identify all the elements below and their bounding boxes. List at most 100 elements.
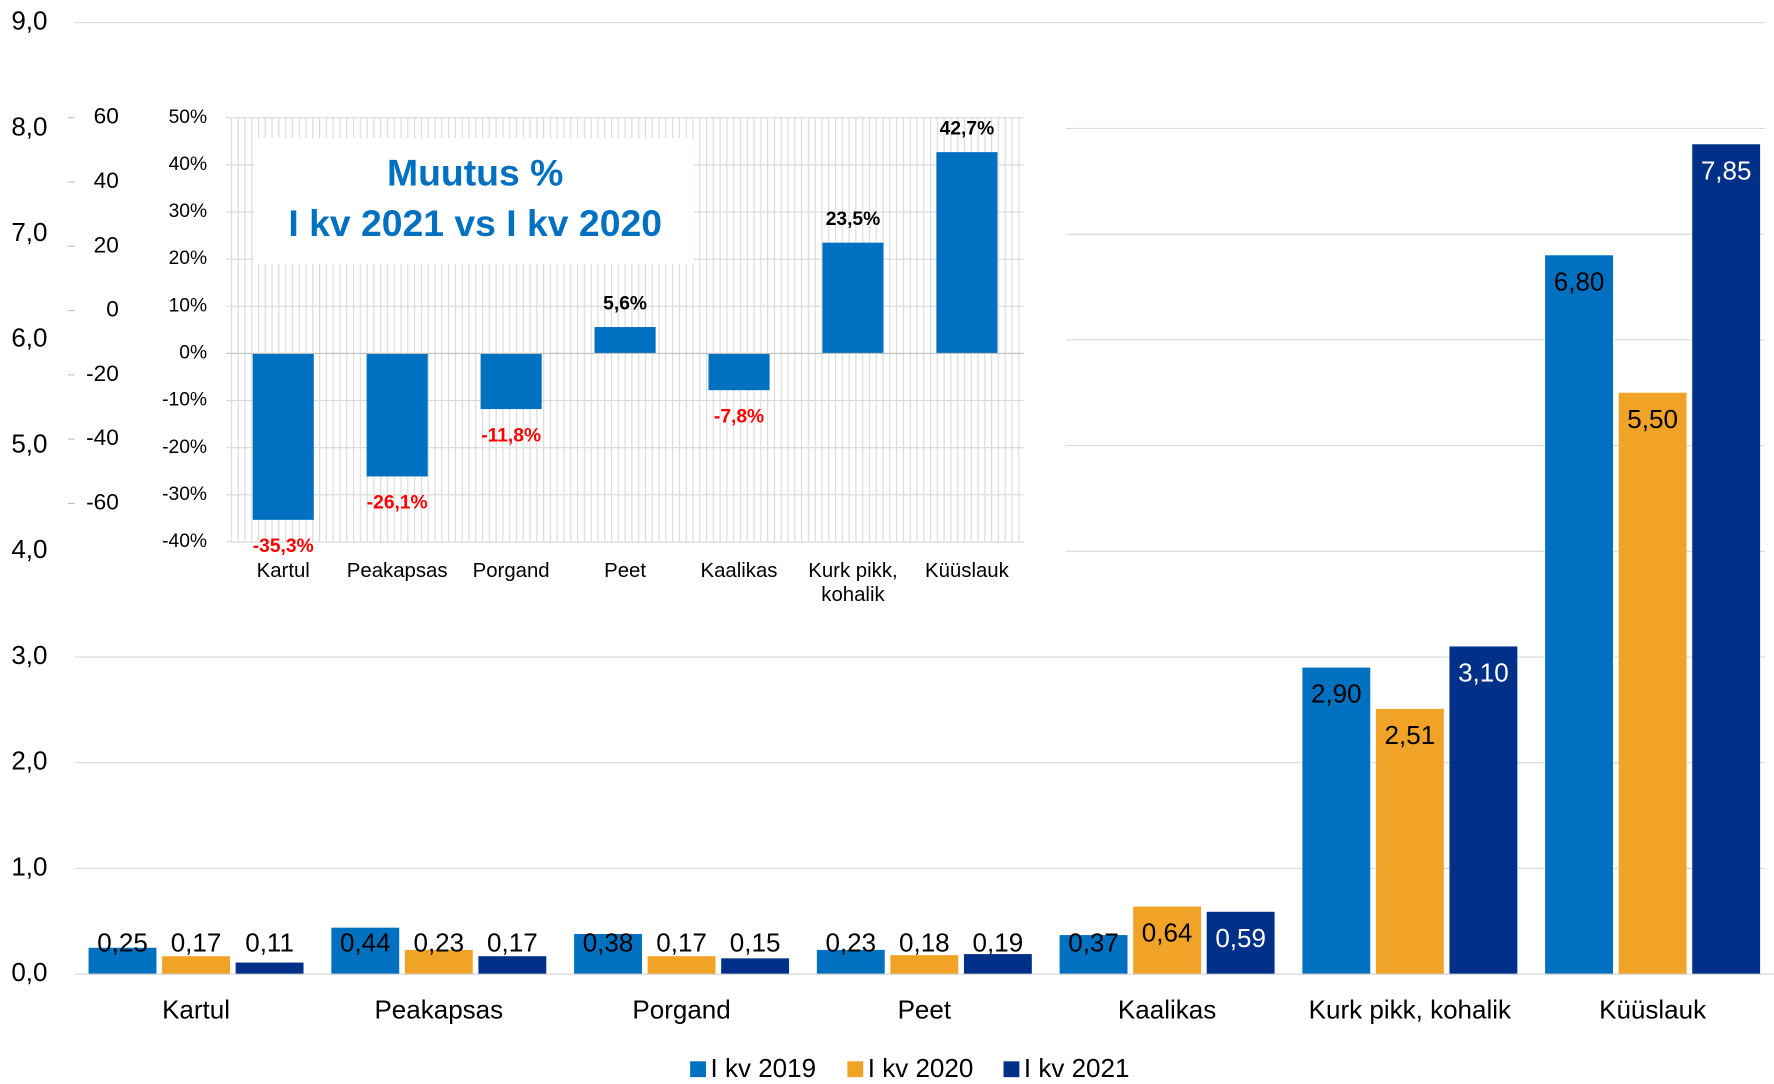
y-tick-label: 3,0 [11, 640, 47, 670]
legend-swatch [1003, 1061, 1020, 1078]
value-label: -26,1% [367, 493, 428, 514]
y-tick-label: -20% [162, 437, 207, 458]
bar [162, 956, 230, 975]
bar [1133, 906, 1202, 975]
bar [1375, 708, 1444, 975]
value-label: 0,64 [1142, 918, 1193, 948]
y2-tick-label: 20 [94, 232, 119, 257]
legend-swatch [690, 1061, 706, 1078]
x-tick-label: Kaalikas [1118, 994, 1216, 1024]
bar [366, 353, 428, 477]
x-tick-label: Peakapsas [346, 558, 448, 582]
y-tick-label: 10% [169, 295, 207, 316]
value-label: 42,7% [940, 119, 995, 140]
legend-label: I kv 2021 [1024, 1053, 1130, 1083]
bar [1545, 255, 1614, 975]
value-label: -7,8% [714, 406, 764, 427]
x-tick-label: Küüslauk [925, 558, 1009, 582]
value-label: 0,18 [899, 928, 950, 958]
value-label: -11,8% [481, 425, 541, 446]
value-label: 0,38 [583, 928, 634, 958]
value-label: 0,17 [171, 928, 222, 958]
inset-title: Muutus % [387, 151, 563, 193]
legend-label: I kv 2020 [868, 1053, 974, 1083]
bar [936, 152, 998, 354]
y-tick-label: -30% [162, 484, 207, 505]
value-label: 5,6% [603, 293, 647, 314]
value-label: 6,80 [1554, 266, 1605, 296]
y-tick-label: 4,0 [11, 534, 47, 564]
x-tick-label-box: Kaalikas [700, 558, 778, 582]
x-tick-label: Kartul [162, 994, 230, 1024]
inset-title: I kv 2021 vs I kv 2020 [288, 202, 662, 244]
value-label: 0,15 [730, 928, 781, 958]
y-tick-label: 2,0 [11, 746, 47, 776]
bar [331, 927, 400, 975]
bar [708, 353, 770, 391]
y-tick-label: 0% [179, 343, 207, 364]
value-label: 0,23 [825, 928, 876, 958]
bar [816, 949, 885, 975]
y-tick-label: 0,0 [11, 957, 47, 987]
y-tick-label: -40% [162, 531, 207, 552]
main-chart: 0,0 1,0 2,0 3,0 4,0 5,0 6,0 7,0 8,0 9,0 Kartul 0,25… [11, 6, 1774, 1083]
bar [252, 353, 314, 520]
x-tick-label-box: Küüslauk [925, 558, 1009, 582]
y-tick-label: 1,0 [11, 851, 47, 881]
x-tick-label: Küüslauk [1599, 994, 1707, 1024]
y-tick-label: 6,0 [11, 323, 47, 353]
y-tick-label: 5,0 [11, 428, 47, 458]
value-label: -35,3% [253, 536, 314, 557]
x-tick-label: Porgand [632, 994, 730, 1024]
y2-tick-label: 0 [106, 297, 119, 322]
value-label: 23,5% [826, 209, 881, 230]
value-label: 0,19 [973, 928, 1024, 958]
bar [1692, 144, 1761, 975]
inset-chart: -40% -30% -20% -10% 0% 10% 20% 30% 40% 50% -60 -40 -… [67, 101, 1066, 617]
y2-tick-label: -20 [86, 361, 119, 386]
bar [88, 947, 157, 975]
bar [1302, 667, 1371, 975]
bar [594, 327, 656, 354]
value-label: 0,37 [1068, 928, 1119, 958]
x-tick-label-box: Kurk pikk, kohalik [808, 558, 898, 606]
y-tick-label: 30% [169, 201, 207, 222]
y-tick-label: 40% [169, 154, 207, 175]
bar [1059, 935, 1128, 975]
y2-tick-label: -60 [86, 489, 119, 514]
value-label: 2,90 [1311, 679, 1362, 709]
x-tick-label: Kurk pikk, kohalik [1309, 994, 1512, 1024]
value-label: 0,44 [340, 928, 391, 958]
y-tick-label: -10% [162, 390, 207, 411]
bar [480, 353, 542, 410]
bar [890, 955, 959, 975]
bar [1449, 646, 1518, 975]
y2-tick-label: -40 [86, 425, 119, 450]
bar [721, 958, 790, 975]
x-tick-label-box: Peet [604, 559, 646, 582]
bar [404, 949, 473, 975]
y2-tick-label: 40 [94, 168, 119, 193]
y-tick-label: 20% [169, 248, 207, 269]
x-tick-label: Kartul [256, 558, 310, 582]
x-tick-label: Peakapsas [374, 994, 503, 1024]
x-tick-label-box: Kartul [256, 558, 310, 582]
x-tick-label: Kurk pikk, kohalik [808, 558, 898, 606]
x-tick-label: Porgand [472, 558, 550, 582]
bar [574, 934, 642, 975]
x-tick-label: Peet [898, 994, 952, 1024]
y-tick-label: 9,0 [11, 6, 47, 36]
value-label: 0,25 [97, 928, 148, 958]
value-label: 2,51 [1385, 720, 1436, 750]
legend-swatch [847, 1061, 864, 1078]
value-label: 3,10 [1458, 658, 1509, 688]
value-label: 0,23 [413, 928, 464, 958]
y-tick-label: 7,0 [11, 217, 47, 247]
value-label: 0,17 [487, 928, 538, 958]
x-tick-label: Kaalikas [700, 558, 778, 582]
value-label: 0,59 [1215, 923, 1266, 953]
title-box [254, 138, 694, 264]
bar [478, 956, 547, 975]
legend-label: I kv 2019 [711, 1053, 817, 1083]
